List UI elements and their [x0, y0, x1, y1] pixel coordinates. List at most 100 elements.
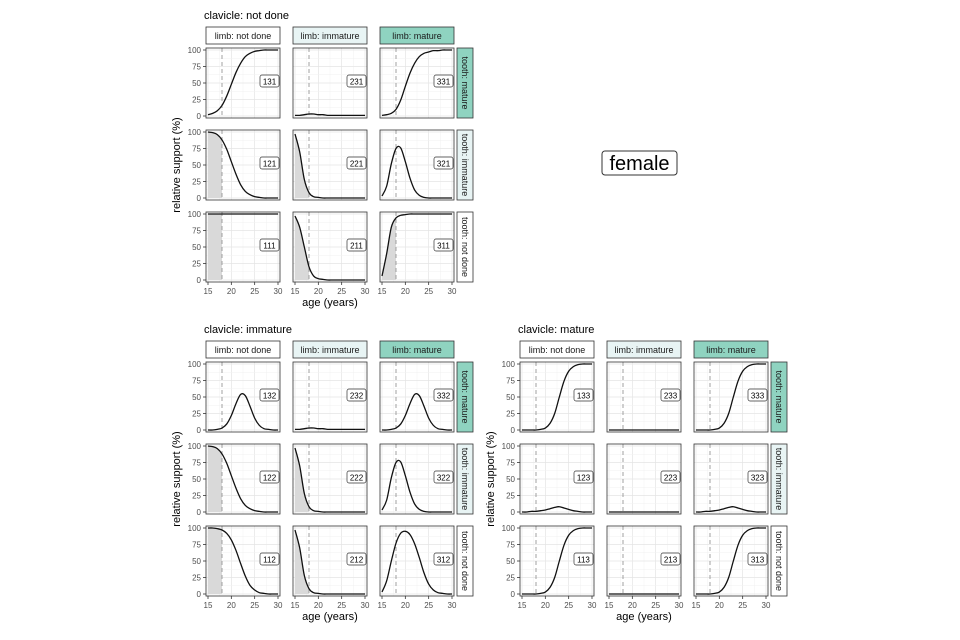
- y-tick-label: 0: [197, 508, 202, 517]
- series-line: [381, 49, 452, 116]
- y-tick-label: 75: [506, 459, 515, 468]
- facet-panel: 212: [292, 525, 368, 597]
- y-tick-label: 25: [192, 96, 201, 105]
- code-label-box: [660, 470, 681, 484]
- x-tick-label: 25: [424, 287, 433, 296]
- code-label: 211: [350, 242, 363, 251]
- row-strip-label: tooth: not done: [460, 217, 470, 277]
- x-tick-label: 15: [605, 601, 614, 610]
- row-strip: [770, 443, 788, 515]
- code-label: 111: [263, 242, 276, 251]
- series-line: [521, 506, 592, 513]
- facet-panel: 331: [379, 47, 455, 119]
- col-strip: [693, 340, 769, 359]
- row-strip-label: tooth: immature: [460, 448, 470, 511]
- x-tick-label: 15: [204, 287, 213, 296]
- facet-panel: 131: [205, 47, 281, 119]
- code-label-box: [433, 74, 454, 88]
- y-tick-label: 50: [192, 79, 201, 88]
- panel-border: [606, 525, 682, 597]
- col-strip: [379, 340, 455, 359]
- code-label-box: [346, 156, 367, 170]
- panel-border: [292, 443, 368, 515]
- x-tick-label: 20: [628, 601, 637, 610]
- code-label-box: [433, 238, 454, 252]
- y-tick-label: 0: [511, 426, 516, 435]
- y-tick-label: 25: [192, 178, 201, 187]
- panel-border: [292, 211, 368, 283]
- y-tick-label: 25: [192, 574, 201, 583]
- y-tick-label: 100: [188, 524, 202, 533]
- y-tick-label: 50: [192, 557, 201, 566]
- y-axis-title: relative support (%): [171, 117, 183, 212]
- x-tick-label: 30: [588, 601, 597, 610]
- facet-panel: 233: [606, 361, 682, 433]
- y-tick-label: 50: [506, 393, 515, 402]
- facet-panel: 132: [205, 361, 281, 433]
- series-line: [294, 133, 365, 199]
- y-tick-label: 100: [502, 442, 516, 451]
- col-strip-label: limb: immature: [614, 345, 673, 355]
- x-axis-title: age (years): [302, 297, 358, 309]
- shaded-area: [208, 446, 222, 512]
- y-tick-label: 100: [502, 524, 516, 533]
- row-strip-label: tooth: immature: [460, 134, 470, 197]
- row-strip-label: tooth: mature: [460, 56, 470, 109]
- panel-border: [693, 525, 769, 597]
- facet-panel: 111: [205, 211, 281, 283]
- series-line: [696, 527, 766, 595]
- y-tick-label: 0: [511, 508, 516, 517]
- x-tick-label: 20: [227, 601, 236, 610]
- x-tick-label: 25: [651, 601, 660, 610]
- code-label-box: [660, 388, 681, 402]
- series-line: [207, 49, 278, 116]
- code-label: 133: [577, 392, 591, 401]
- row-strip: [456, 47, 474, 119]
- code-label: 112: [263, 556, 276, 565]
- code-label-box: [433, 552, 454, 566]
- x-tick-label: 20: [314, 601, 323, 610]
- y-tick-label: 25: [506, 410, 515, 419]
- y-tick-label: 100: [188, 210, 202, 219]
- y-tick-label: 100: [188, 360, 202, 369]
- row-strip-label: tooth: not done: [460, 531, 470, 591]
- col-strip-label: limb: not done: [529, 345, 586, 355]
- facet-block: clavicle: not done limb: not done limb: im…: [171, 10, 474, 309]
- x-tick-label: 20: [401, 601, 410, 610]
- code-label-box: [346, 74, 367, 88]
- x-axis-title: age (years): [302, 611, 358, 623]
- y-tick-label: 25: [192, 260, 201, 269]
- facet-panel: 211: [292, 211, 368, 283]
- col-strip: [519, 340, 595, 359]
- y-tick-label: 50: [192, 243, 201, 252]
- x-tick-label: 30: [361, 601, 370, 610]
- y-tick-label: 75: [192, 459, 201, 468]
- code-label-box: [259, 238, 280, 252]
- code-label-box: [747, 552, 768, 566]
- y-axis-title: relative support (%): [485, 431, 497, 526]
- series-line: [294, 427, 365, 431]
- facet-panel: 333: [693, 361, 769, 433]
- col-strip: [292, 26, 368, 45]
- y-tick-label: 0: [197, 426, 202, 435]
- code-label-box: [346, 238, 367, 252]
- series-line: [294, 215, 365, 281]
- facet-panel: 222: [292, 443, 368, 515]
- x-tick-label: 15: [204, 601, 213, 610]
- x-tick-label: 20: [715, 601, 724, 610]
- x-tick-label: 15: [291, 601, 300, 610]
- x-tick-label: 15: [378, 287, 387, 296]
- series-line: [381, 213, 452, 277]
- facet-panel: 113: [519, 525, 595, 597]
- y-tick-label: 75: [192, 227, 201, 236]
- col-strip: [205, 340, 281, 359]
- y-tick-label: 75: [506, 377, 515, 386]
- y-tick-label: 50: [192, 161, 201, 170]
- code-label: 232: [350, 392, 364, 401]
- panel-border: [606, 443, 682, 515]
- facet-panel: 231: [292, 47, 368, 119]
- series-line: [381, 459, 452, 513]
- panel-border: [379, 211, 455, 283]
- col-strip-label: limb: immature: [300, 31, 359, 41]
